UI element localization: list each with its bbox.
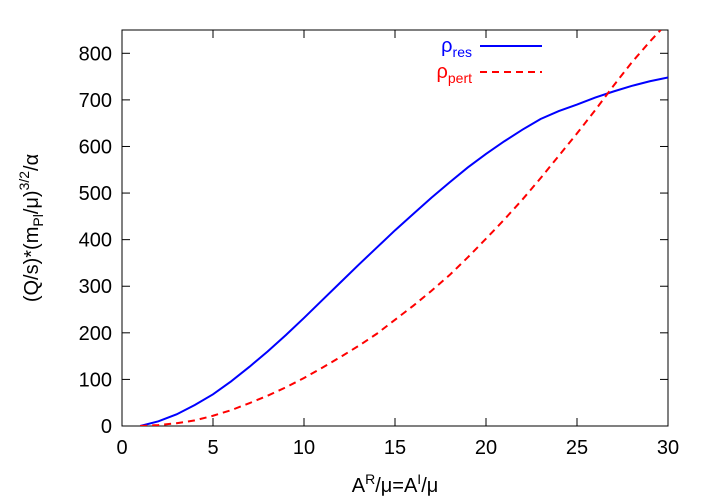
x-tick-label: 5 [207, 437, 218, 459]
y-tick-label: 0 [101, 416, 112, 438]
x-tick-label: 25 [566, 437, 588, 459]
series-line [139, 76, 668, 426]
x-tick-label: 15 [384, 437, 406, 459]
legend-text: ρ [436, 61, 447, 83]
y-tick-label: 200 [79, 323, 112, 345]
legend-label: ρpert [436, 61, 472, 86]
legend-label: ρres [441, 35, 472, 60]
y-tick-label: 700 [79, 90, 112, 112]
y-tick-label: 500 [79, 183, 112, 205]
y-axis-label: (Q/s)*(mPl/μ)3/2/α [16, 154, 46, 302]
legend-text: ρ [441, 35, 452, 57]
plot-frame [121, 29, 669, 427]
x-tick-label: 0 [116, 437, 127, 459]
y-tick-label: 400 [79, 230, 112, 252]
y-tick-label: 300 [79, 276, 112, 298]
x-tick-label: 10 [293, 437, 315, 459]
x-tick-label: 20 [475, 437, 497, 459]
x-axis-label: AR/μ=AI/μ [352, 471, 439, 496]
y-tick-label: 100 [79, 369, 112, 391]
series-line [140, 30, 662, 426]
legend-text: res [453, 44, 472, 60]
x-tick-label: 30 [657, 437, 679, 459]
y-tick-label: 800 [79, 43, 112, 65]
legend-text: pert [448, 70, 472, 86]
y-tick-label: 600 [79, 136, 112, 158]
